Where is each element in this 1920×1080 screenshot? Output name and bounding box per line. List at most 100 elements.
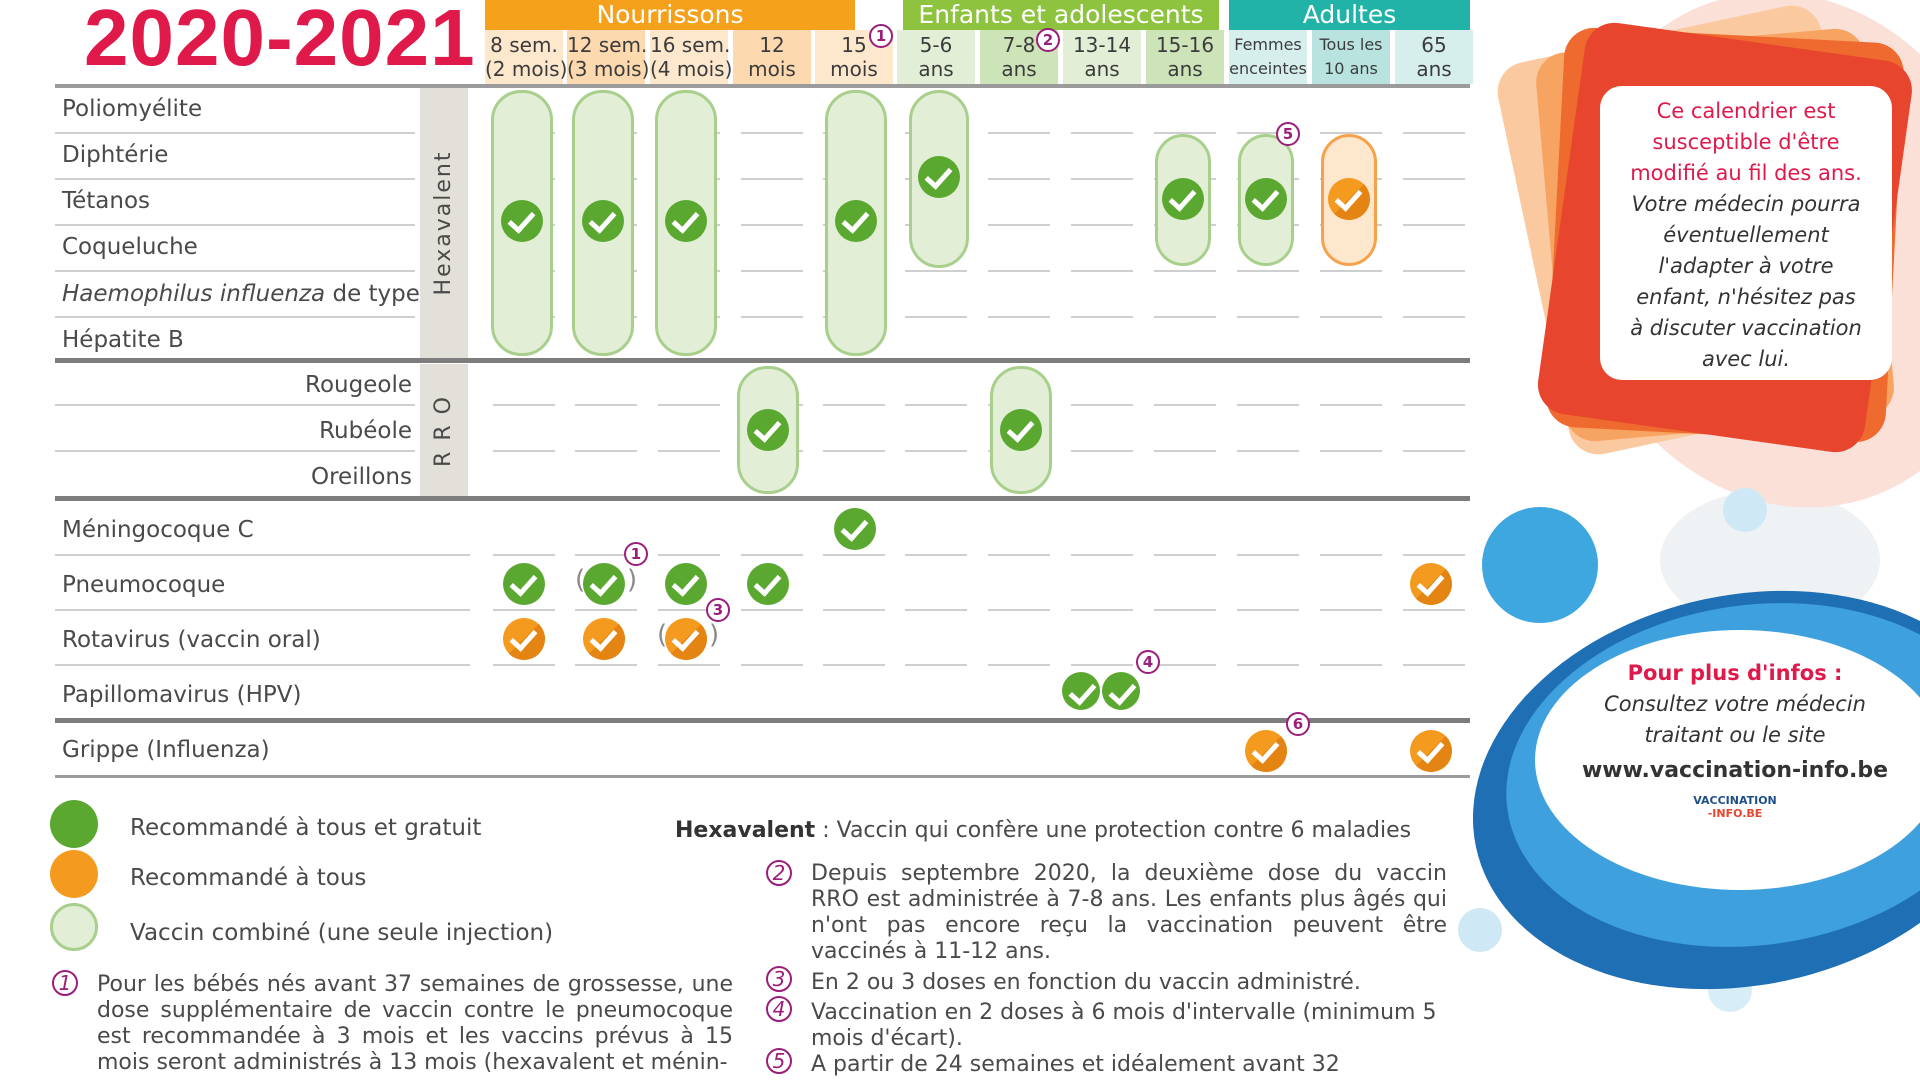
row-divider	[55, 554, 470, 556]
more-info-line: traitant ou le site	[1644, 723, 1826, 747]
note-number-4: 4	[766, 996, 792, 1022]
grid-dash	[575, 404, 637, 406]
paren-open: (	[657, 620, 668, 650]
grid-dash	[1237, 404, 1299, 406]
separator-single	[55, 496, 1470, 501]
age-line-1: 15-16	[1155, 33, 1215, 57]
grid-dash	[741, 270, 803, 272]
grid-dash	[493, 664, 555, 666]
check-icon	[583, 563, 625, 605]
rro-label: R R O	[431, 395, 456, 467]
age-line-1: Tous les	[1319, 35, 1383, 54]
check-icon	[835, 200, 877, 242]
row-label-pneumococcus: Pneumocoque	[62, 572, 226, 598]
check-icon	[1162, 178, 1204, 220]
grid-dash	[1403, 609, 1465, 611]
age-line-1: 12	[759, 33, 785, 57]
info-box-line: susceptible d'être	[1652, 130, 1840, 154]
age-line-1: 15	[841, 33, 867, 57]
age-line-1: 13-14	[1072, 33, 1132, 57]
grid-dash	[823, 450, 885, 452]
footnote-marker-2: 2	[1036, 28, 1060, 52]
grid-dash	[658, 404, 720, 406]
info-box-line: avec lui.	[1701, 347, 1791, 371]
row-divider	[55, 316, 415, 318]
grid-dash	[741, 316, 803, 318]
row-label-influenza: Grippe (Influenza)	[62, 737, 270, 763]
grid-dash	[741, 132, 803, 134]
grid-dash	[1320, 664, 1382, 666]
info-box-line: éventuellement	[1663, 223, 1829, 247]
haemophilus-italic: Haemophilus influenza	[62, 281, 326, 307]
age-line-2: ans	[918, 57, 954, 81]
grid-dash	[905, 316, 967, 318]
more-info-line: Consultez votre médecin	[1604, 692, 1866, 716]
grid-dash	[1071, 404, 1133, 406]
grid-dash	[1071, 270, 1133, 272]
note-3: En 2 ou 3 doses en fonction du vaccin ad…	[811, 970, 1361, 995]
grid-dash	[905, 554, 967, 556]
footnote-marker-3: 3	[706, 598, 730, 622]
grid-dash	[1403, 664, 1465, 666]
row-label-measles: Rougeole	[305, 372, 412, 398]
check-icon	[665, 563, 707, 605]
check-icon	[1102, 672, 1140, 710]
grid-dash	[741, 178, 803, 180]
age-column-header: 8 sem. (2 mois)	[485, 30, 568, 84]
more-info-url[interactable]: www.vaccination-info.be	[1581, 758, 1889, 783]
age-line-1: 7-8	[1002, 33, 1036, 57]
group-header-infants: Nourrissons	[485, 0, 855, 30]
grid-dash	[575, 609, 637, 611]
grid-dash	[1237, 664, 1299, 666]
row-label-rotavirus: Rotavirus (vaccin oral)	[62, 627, 321, 653]
hexavalent-definition-text: : Vaccin qui confère une protection cont…	[815, 818, 1412, 843]
info-box-line: modifié au fil des ans.	[1630, 161, 1862, 185]
group-header-children: Enfants et adolescents	[903, 0, 1219, 30]
age-column-header: 65 ans	[1395, 30, 1473, 84]
row-divider	[55, 450, 415, 452]
separator-influenza	[55, 718, 1470, 723]
logo-subtext: -INFO.BE	[1707, 807, 1763, 820]
grid-dash	[988, 664, 1050, 666]
grid-dash	[988, 554, 1050, 556]
age-line-2: (2 mois)	[485, 57, 568, 81]
grid-dash	[1320, 404, 1382, 406]
row-divider	[55, 609, 470, 611]
grid-dash	[658, 609, 720, 611]
grid-dash	[1320, 270, 1382, 272]
legend-orange-check-icon	[50, 850, 98, 898]
check-icon	[1245, 178, 1287, 220]
age-line-1: 12 sem.	[567, 33, 648, 57]
row-label-pertussis: Coqueluche	[62, 234, 198, 260]
grid-dash	[1071, 178, 1133, 180]
grid-dash	[905, 450, 967, 452]
note-number-3: 3	[766, 966, 792, 992]
footnote-marker-1: 1	[624, 542, 648, 566]
row-divider	[55, 404, 415, 406]
age-line-1: 5-6	[919, 33, 953, 57]
row-divider	[55, 664, 470, 666]
grid-dash	[741, 609, 803, 611]
footnote-marker-6: 6	[1286, 712, 1310, 736]
grid-dash	[658, 554, 720, 556]
age-line-2: (3 mois)	[567, 57, 650, 81]
row-label-tetanus: Tétanos	[62, 188, 151, 214]
grid-dash	[1403, 450, 1465, 452]
grid-dash	[1071, 450, 1133, 452]
grid-dash	[1071, 224, 1133, 226]
hexavalent-bar	[420, 88, 468, 358]
row-divider	[55, 270, 415, 272]
grid-dash	[493, 450, 555, 452]
age-line-2: enceintes	[1229, 59, 1307, 78]
check-icon	[582, 200, 624, 242]
grid-dash	[823, 404, 885, 406]
grid-dash	[1071, 609, 1133, 611]
check-icon	[747, 563, 789, 605]
row-divider	[55, 224, 415, 226]
info-box-disclaimer: Ce calendrier est susceptible d'être mod…	[1600, 86, 1892, 380]
check-icon	[665, 200, 707, 242]
row-divider	[55, 178, 415, 180]
grid-dash	[1071, 132, 1133, 134]
age-line-2: ans	[1001, 57, 1037, 81]
grid-dash	[1154, 316, 1216, 318]
